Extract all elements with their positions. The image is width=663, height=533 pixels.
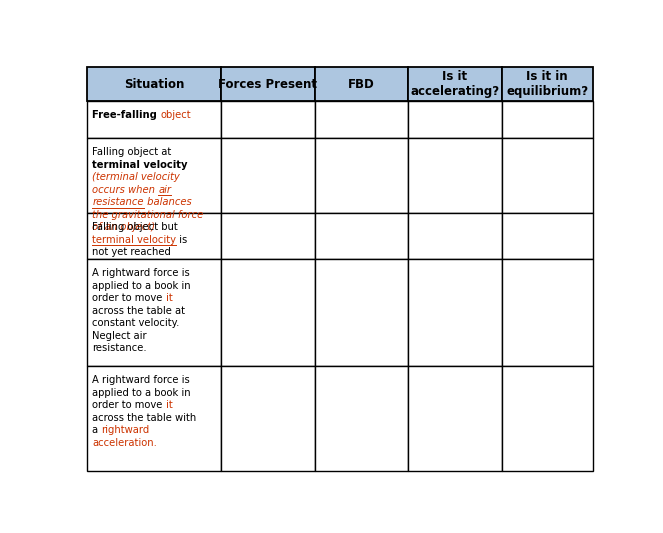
Text: occurs when: occurs when xyxy=(92,185,158,195)
Text: Is it
accelerating?: Is it accelerating? xyxy=(410,70,499,98)
Bar xyxy=(87,139,221,213)
Bar xyxy=(408,367,502,471)
Bar xyxy=(221,260,314,367)
Text: Falling object at: Falling object at xyxy=(92,147,172,157)
Bar xyxy=(314,67,408,101)
Bar xyxy=(314,139,408,213)
Text: it: it xyxy=(166,400,172,410)
Text: constant velocity.: constant velocity. xyxy=(92,319,180,328)
Bar xyxy=(408,139,502,213)
Bar xyxy=(408,260,502,367)
Text: balances: balances xyxy=(144,197,192,207)
Bar xyxy=(221,139,314,213)
Bar xyxy=(221,213,314,260)
Text: object: object xyxy=(160,110,192,120)
Text: terminal velocity: terminal velocity xyxy=(92,235,176,245)
Bar xyxy=(87,67,221,101)
Text: applied to a book in: applied to a book in xyxy=(92,388,191,398)
Text: Is it in
equilibrium?: Is it in equilibrium? xyxy=(506,70,588,98)
Text: order to move: order to move xyxy=(92,294,166,303)
Bar xyxy=(221,101,314,139)
Text: acceleration.: acceleration. xyxy=(92,438,157,448)
Bar xyxy=(502,367,593,471)
Text: applied to a book in: applied to a book in xyxy=(92,281,191,291)
Text: across the table at: across the table at xyxy=(92,306,186,316)
Bar xyxy=(314,260,408,367)
Text: A rightward force is: A rightward force is xyxy=(92,375,190,385)
Text: A rightward force is: A rightward force is xyxy=(92,269,190,278)
Text: a: a xyxy=(92,425,101,435)
Bar xyxy=(408,67,502,101)
Text: order to move: order to move xyxy=(92,400,166,410)
Text: rightward: rightward xyxy=(101,425,150,435)
Bar xyxy=(314,367,408,471)
Bar xyxy=(502,139,593,213)
Text: Forces Present: Forces Present xyxy=(218,77,317,91)
Text: terminal velocity: terminal velocity xyxy=(92,160,188,170)
Bar xyxy=(314,101,408,139)
Text: not yet reached: not yet reached xyxy=(92,247,171,257)
Bar xyxy=(221,367,314,471)
Bar xyxy=(314,213,408,260)
Text: FBD: FBD xyxy=(348,77,375,91)
Text: Situation: Situation xyxy=(124,77,184,91)
Bar xyxy=(221,67,314,101)
Text: Falling object but: Falling object but xyxy=(92,222,178,232)
Bar xyxy=(502,213,593,260)
Bar xyxy=(502,101,593,139)
Text: across the table with: across the table with xyxy=(92,413,197,423)
Text: resistance.: resistance. xyxy=(92,343,147,353)
Bar xyxy=(408,101,502,139)
Text: air: air xyxy=(158,185,172,195)
Bar xyxy=(502,67,593,101)
Text: is: is xyxy=(176,235,188,245)
Bar xyxy=(87,367,221,471)
Bar xyxy=(87,101,221,139)
Bar xyxy=(502,260,593,367)
Text: Free-falling: Free-falling xyxy=(92,110,160,120)
Text: it: it xyxy=(166,294,172,303)
Bar xyxy=(87,260,221,367)
Text: the gravitational force: the gravitational force xyxy=(92,210,204,220)
Text: (terminal velocity: (terminal velocity xyxy=(92,172,180,182)
Text: resistance: resistance xyxy=(92,197,144,207)
Text: Neglect air: Neglect air xyxy=(92,331,147,341)
Text: of an object): of an object) xyxy=(92,222,155,232)
Bar xyxy=(87,213,221,260)
Bar xyxy=(408,213,502,260)
